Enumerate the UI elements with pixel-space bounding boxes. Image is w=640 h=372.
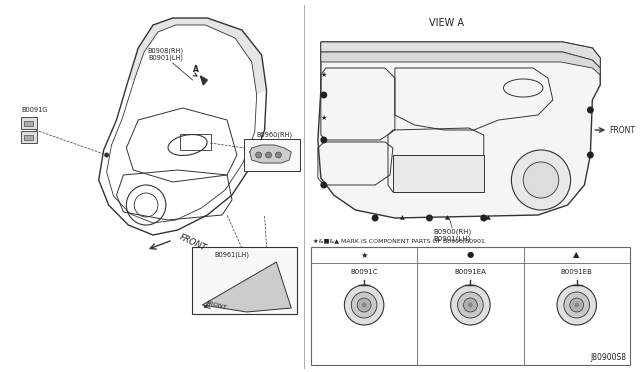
Circle shape	[511, 150, 571, 210]
FancyBboxPatch shape	[20, 117, 36, 129]
FancyBboxPatch shape	[244, 139, 300, 171]
Circle shape	[321, 137, 327, 144]
Polygon shape	[318, 42, 600, 218]
Circle shape	[574, 302, 579, 308]
Text: FRONT: FRONT	[178, 233, 207, 253]
Circle shape	[426, 215, 433, 221]
Polygon shape	[202, 262, 291, 312]
Circle shape	[362, 302, 367, 308]
Text: ★: ★	[360, 250, 368, 260]
Circle shape	[321, 182, 327, 189]
Circle shape	[587, 151, 594, 158]
Polygon shape	[200, 76, 207, 85]
Text: B0091EB: B0091EB	[561, 269, 593, 275]
Circle shape	[104, 153, 109, 157]
Circle shape	[570, 298, 584, 312]
Text: B0908(RH): B0908(RH)	[148, 47, 184, 54]
FancyBboxPatch shape	[24, 121, 33, 125]
Polygon shape	[321, 42, 600, 68]
Text: ▲: ▲	[401, 215, 405, 221]
Text: ★&■&▲ MARK IS COMPONENT PARTS OF B0900/B0901.: ★&■&▲ MARK IS COMPONENT PARTS OF B0900/B…	[313, 239, 487, 244]
Text: B0901(LH): B0901(LH)	[148, 54, 183, 61]
Polygon shape	[250, 145, 291, 163]
Text: J80900S8: J80900S8	[591, 353, 627, 362]
Text: ▲: ▲	[486, 215, 491, 221]
Text: B0091EA: B0091EA	[454, 269, 486, 275]
Text: ★: ★	[321, 115, 327, 121]
Circle shape	[266, 152, 271, 158]
Text: ▲: ▲	[573, 250, 580, 260]
Circle shape	[587, 106, 594, 113]
Text: FRONT: FRONT	[205, 300, 227, 310]
Circle shape	[468, 302, 473, 308]
Circle shape	[451, 285, 490, 325]
Polygon shape	[321, 52, 600, 75]
Circle shape	[351, 292, 377, 318]
Text: B0960(RH): B0960(RH)	[257, 131, 293, 138]
Text: B0091G: B0091G	[22, 107, 48, 113]
Text: FRONT: FRONT	[609, 125, 635, 135]
Circle shape	[321, 92, 327, 99]
Circle shape	[372, 215, 379, 221]
Circle shape	[564, 292, 589, 318]
Circle shape	[275, 152, 282, 158]
Text: VIEW A: VIEW A	[429, 18, 464, 28]
Circle shape	[557, 285, 596, 325]
Text: A: A	[193, 65, 198, 74]
Circle shape	[480, 215, 487, 221]
Circle shape	[524, 162, 559, 198]
Text: B0091C: B0091C	[350, 269, 378, 275]
Circle shape	[344, 285, 384, 325]
FancyBboxPatch shape	[20, 131, 36, 143]
Polygon shape	[129, 18, 266, 95]
Circle shape	[458, 292, 483, 318]
FancyBboxPatch shape	[393, 155, 484, 192]
Circle shape	[463, 298, 477, 312]
Text: ★: ★	[321, 72, 327, 78]
Text: ▲: ▲	[445, 215, 449, 221]
Text: B0900(RH): B0900(RH)	[433, 228, 471, 234]
FancyBboxPatch shape	[24, 135, 33, 140]
Text: B0901(LH): B0901(LH)	[433, 235, 471, 241]
Text: ●: ●	[467, 250, 474, 260]
Bar	[311, 247, 630, 365]
Text: B0961(LH): B0961(LH)	[214, 252, 250, 259]
Circle shape	[256, 152, 262, 158]
FancyBboxPatch shape	[191, 247, 297, 314]
Circle shape	[357, 298, 371, 312]
